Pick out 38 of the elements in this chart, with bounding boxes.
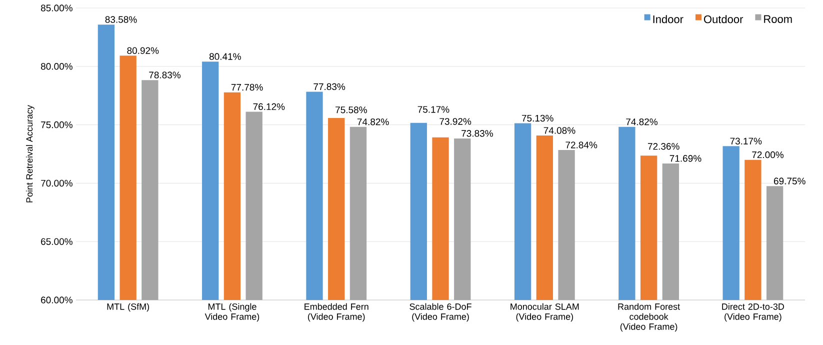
legend-label: Outdoor <box>704 15 744 24</box>
data-label: 72.36% <box>648 143 680 150</box>
data-label: 74.82% <box>357 118 389 126</box>
x-tick-label: Random Forest codebook (Video Frame) <box>618 303 680 332</box>
data-label: 69.75% <box>774 178 806 184</box>
data-label: 80.41% <box>209 53 241 60</box>
y-tick-label: 70.00% <box>41 180 72 187</box>
data-label: 72.84% <box>566 142 598 148</box>
data-label: 73.17% <box>730 138 762 144</box>
data-label: 73.92% <box>440 118 472 125</box>
data-label: 80.92% <box>127 47 159 54</box>
legend-label: Room <box>764 15 792 23</box>
data-label: 77.78% <box>231 84 263 91</box>
x-tick-label: Scalable 6-DoF (Video Frame) <box>410 303 472 322</box>
data-label: 77.83% <box>314 83 346 90</box>
data-label: 75.13% <box>522 114 554 122</box>
data-label: 71.69% <box>670 155 702 162</box>
x-tick-label: MTL (SfM) <box>107 303 150 312</box>
legend-label: Indoor <box>653 15 684 24</box>
data-label: 75.17% <box>418 106 450 113</box>
x-tick-label: MTL (Single Video Frame) <box>204 303 260 322</box>
y-tick-label: 75.00% <box>41 121 72 128</box>
data-label: 76.12% <box>253 103 285 110</box>
y-tick-label: 60.00% <box>41 296 72 304</box>
y-axis-title: Point Retreival Accuracy <box>26 105 34 202</box>
data-label: 78.83% <box>149 72 181 78</box>
y-tick-label: 80.00% <box>40 63 72 70</box>
data-label: 75.58% <box>336 106 367 114</box>
x-tick-label: Direct 2D-to-3D (Video Frame) <box>722 303 784 322</box>
data-label: 74.82% <box>626 118 658 126</box>
data-label: 72.00% <box>752 151 784 158</box>
y-tick-label: 65.00% <box>41 238 72 245</box>
data-label: 73.83% <box>462 130 493 137</box>
x-tick-label: Embedded Fern (Video Frame) <box>304 303 368 322</box>
x-tick-label: Monocular SLAM (Video Frame) <box>510 303 579 322</box>
y-tick-label: 85.00% <box>40 4 72 12</box>
data-label: 83.58% <box>105 16 137 23</box>
data-label: 74.08% <box>544 127 576 134</box>
